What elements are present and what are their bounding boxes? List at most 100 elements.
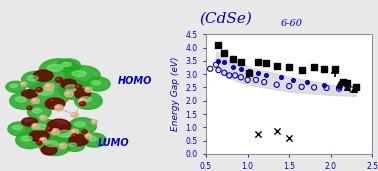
Point — [311, 66, 317, 69]
Ellipse shape — [16, 132, 43, 149]
Ellipse shape — [87, 137, 97, 141]
Point — [254, 133, 260, 135]
Point — [344, 86, 350, 89]
Ellipse shape — [80, 99, 82, 101]
Point — [226, 74, 232, 77]
Ellipse shape — [33, 70, 53, 81]
Ellipse shape — [86, 135, 88, 136]
Point — [221, 71, 227, 74]
Ellipse shape — [59, 143, 67, 149]
Point — [261, 81, 267, 83]
Point — [229, 66, 235, 69]
Ellipse shape — [93, 121, 94, 122]
Ellipse shape — [51, 100, 53, 101]
Ellipse shape — [46, 141, 58, 147]
Point — [311, 86, 317, 89]
Ellipse shape — [22, 83, 23, 84]
Ellipse shape — [87, 77, 110, 91]
Y-axis label: Energy Gap (eV): Energy Gap (eV) — [171, 57, 180, 131]
Ellipse shape — [51, 129, 59, 135]
Ellipse shape — [10, 84, 18, 87]
Ellipse shape — [65, 85, 78, 91]
Point — [274, 83, 280, 86]
Ellipse shape — [55, 105, 63, 111]
Point — [274, 65, 280, 68]
Ellipse shape — [56, 106, 59, 108]
Point — [349, 88, 355, 91]
Ellipse shape — [83, 131, 85, 132]
Ellipse shape — [26, 119, 61, 139]
Point — [321, 67, 327, 70]
Point — [263, 73, 269, 76]
Ellipse shape — [47, 119, 71, 133]
Ellipse shape — [41, 116, 43, 118]
Ellipse shape — [66, 92, 69, 94]
Ellipse shape — [57, 59, 81, 73]
Point — [286, 137, 292, 139]
Ellipse shape — [57, 130, 73, 137]
Ellipse shape — [21, 136, 32, 141]
Ellipse shape — [31, 98, 39, 104]
Point — [299, 86, 305, 88]
Ellipse shape — [75, 93, 102, 109]
Point — [229, 58, 235, 61]
Ellipse shape — [15, 97, 26, 102]
Point — [215, 60, 222, 62]
Point — [336, 87, 342, 90]
Point — [213, 63, 219, 66]
Ellipse shape — [28, 81, 71, 107]
Text: 6-60: 6-60 — [281, 19, 303, 28]
Ellipse shape — [22, 71, 49, 88]
Point — [353, 86, 359, 89]
Text: LUMO: LUMO — [98, 138, 130, 148]
Ellipse shape — [59, 80, 90, 100]
Point — [238, 67, 244, 70]
Point — [246, 71, 252, 74]
Ellipse shape — [22, 118, 37, 126]
Point — [340, 81, 346, 83]
Ellipse shape — [75, 89, 90, 99]
Ellipse shape — [74, 122, 85, 127]
Point — [336, 86, 342, 89]
Ellipse shape — [39, 59, 79, 81]
Point — [238, 76, 244, 79]
Ellipse shape — [79, 98, 87, 104]
Ellipse shape — [91, 120, 97, 124]
Point — [286, 85, 292, 87]
Point — [304, 81, 310, 83]
Point — [238, 61, 244, 63]
Ellipse shape — [77, 86, 79, 87]
Ellipse shape — [47, 128, 49, 129]
Ellipse shape — [33, 125, 36, 126]
Point — [253, 79, 259, 81]
Ellipse shape — [28, 105, 51, 119]
Ellipse shape — [46, 85, 49, 87]
Ellipse shape — [80, 102, 85, 106]
Ellipse shape — [47, 64, 63, 71]
Ellipse shape — [37, 88, 39, 90]
Point — [290, 79, 296, 81]
Point — [215, 43, 222, 46]
Ellipse shape — [81, 103, 82, 104]
Ellipse shape — [85, 87, 92, 92]
Ellipse shape — [82, 133, 106, 147]
Ellipse shape — [65, 140, 85, 151]
Ellipse shape — [45, 98, 65, 109]
Ellipse shape — [12, 126, 22, 130]
Point — [254, 71, 260, 74]
Point — [286, 65, 292, 68]
Ellipse shape — [91, 81, 101, 85]
Point — [232, 74, 238, 77]
Ellipse shape — [69, 143, 77, 146]
Ellipse shape — [80, 97, 91, 102]
Ellipse shape — [82, 130, 87, 134]
Ellipse shape — [72, 71, 86, 77]
Ellipse shape — [33, 124, 47, 130]
Ellipse shape — [10, 93, 37, 109]
Ellipse shape — [41, 145, 57, 155]
Point — [321, 83, 327, 86]
Ellipse shape — [62, 62, 71, 67]
Ellipse shape — [71, 129, 79, 135]
Point — [332, 71, 338, 74]
Text: HOMO: HOMO — [118, 76, 152, 86]
